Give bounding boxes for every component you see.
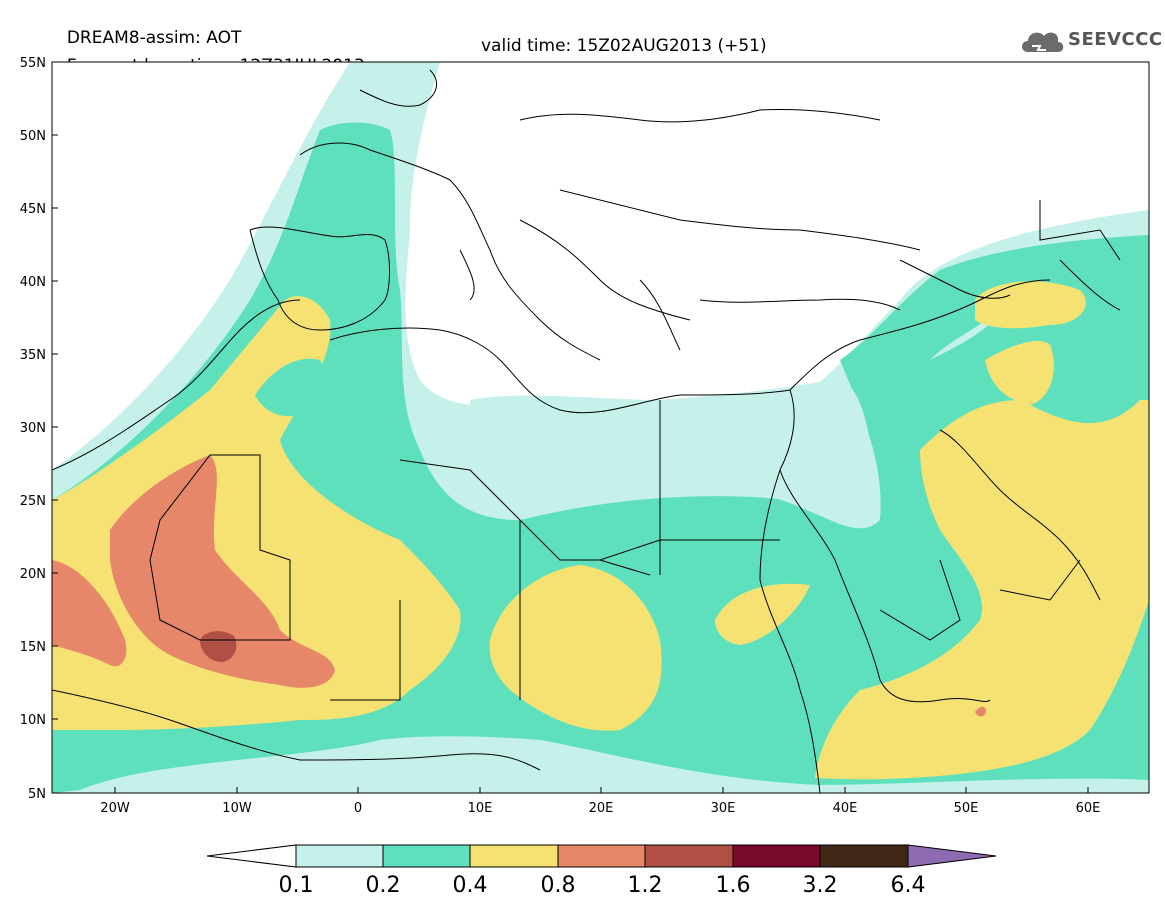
coastlines-borders bbox=[52, 69, 1121, 793]
colorbar-label: 0.2 bbox=[366, 873, 401, 898]
colorbar-label: 6.4 bbox=[891, 873, 926, 898]
colorbar-label: 0.8 bbox=[541, 873, 576, 898]
colorbar-over-arrow bbox=[907, 844, 997, 868]
colorbar-label: 3.2 bbox=[803, 873, 838, 898]
lon-label: 60E bbox=[1076, 801, 1101, 816]
colorbar-swatch bbox=[382, 844, 471, 868]
lat-label: 10N bbox=[20, 713, 46, 728]
lon-label: 10E bbox=[468, 801, 493, 816]
map-title: DREAM8-assim: AOT bbox=[56, 8, 242, 48]
lat-label: 5N bbox=[28, 787, 46, 802]
aot-class-0.8 bbox=[52, 455, 986, 717]
lat-label: 45N bbox=[20, 202, 46, 217]
colorbar-under-arrow bbox=[206, 844, 297, 868]
axis-ticks bbox=[52, 134, 1089, 793]
title-line1: DREAM8-assim: AOT bbox=[66, 28, 242, 48]
lat-label: 50N bbox=[20, 129, 46, 144]
longitude-labels: 20W 10W 0 10E 20E 30E 40E 50E 60E bbox=[100, 801, 1100, 816]
lon-label: 10W bbox=[222, 801, 252, 816]
lon-label: 20E bbox=[589, 801, 614, 816]
valid-time-text: valid time: 15Z02AUG2013 (+51) bbox=[481, 36, 767, 56]
colorbar-swatch bbox=[819, 844, 909, 868]
map-area bbox=[52, 62, 1149, 793]
colorbar-swatch bbox=[295, 844, 384, 868]
colorbar-label: 0.4 bbox=[453, 873, 488, 898]
lat-label: 40N bbox=[20, 275, 46, 290]
lon-label: 40E bbox=[833, 801, 858, 816]
colorbar-label: 0.1 bbox=[279, 873, 314, 898]
aot-patch-0.1-mesopotamia bbox=[930, 310, 1000, 360]
colorbar-swatch bbox=[732, 844, 821, 868]
latitude-labels: 55N 50N 45N 40N 35N 30N 25N 20N 15N 10N … bbox=[20, 56, 46, 802]
lat-label: 25N bbox=[20, 494, 46, 509]
lon-label: 50E bbox=[954, 801, 979, 816]
colorbar-swatch bbox=[469, 844, 559, 868]
lat-label: 15N bbox=[20, 640, 46, 655]
colorbar: 0.1 0.2 0.4 0.8 1.2 1.6 3.2 6.4 bbox=[206, 844, 997, 898]
colorbar-swatch bbox=[644, 844, 734, 868]
colorbar-label: 1.6 bbox=[716, 873, 751, 898]
logo-text: SEEVCCC bbox=[1068, 29, 1163, 50]
lat-label: 35N bbox=[20, 348, 46, 363]
lon-label: 20W bbox=[100, 801, 130, 816]
aot-class-1.2 bbox=[200, 631, 237, 662]
lon-label: 30E bbox=[711, 801, 736, 816]
colorbar-swatch bbox=[557, 844, 646, 868]
cloud-icon bbox=[1022, 32, 1064, 52]
colorbar-label: 1.2 bbox=[628, 873, 663, 898]
lat-label: 55N bbox=[20, 56, 46, 71]
lat-label: 20N bbox=[20, 567, 46, 582]
lon-label: 0 bbox=[354, 801, 362, 816]
lat-label: 30N bbox=[20, 421, 46, 436]
seevccc-logo: SEEVCCC bbox=[1018, 24, 1162, 58]
